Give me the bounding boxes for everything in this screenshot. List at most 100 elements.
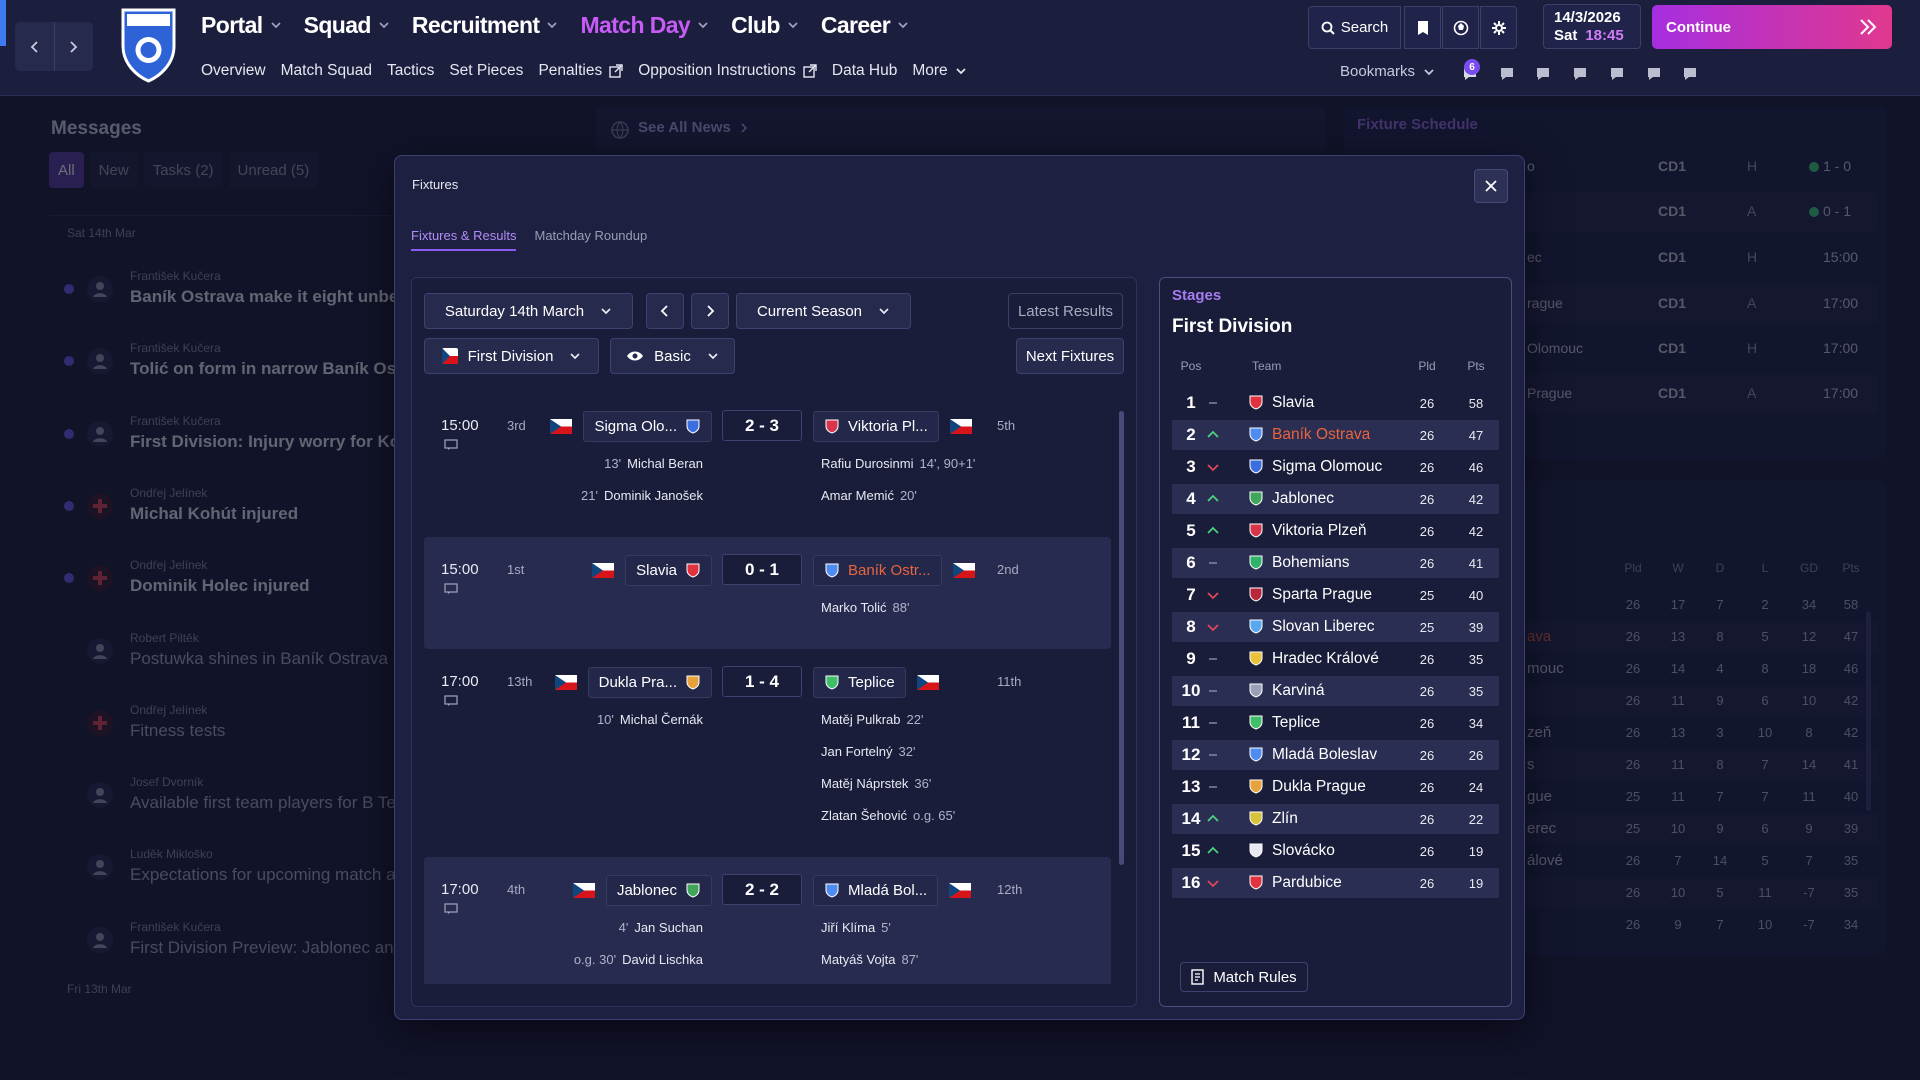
bookmark-icon[interactable] (1571, 64, 1589, 82)
table-row[interactable]: 13 Dukla Prague 26 24 (1172, 772, 1499, 802)
nav-label: Career (820, 11, 891, 38)
flag (949, 882, 972, 890)
nav-item[interactable]: Club (731, 12, 799, 39)
subnav-item[interactable]: Data Hub (832, 62, 897, 80)
subnav-item[interactable]: Penalties (538, 62, 623, 80)
subnav-item[interactable]: Set Pieces (449, 62, 523, 80)
next-button[interactable] (691, 293, 729, 329)
subnav-label: Penalties (538, 62, 603, 79)
forward-button[interactable] (53, 22, 94, 71)
top-bar: Portal Squad Recruitment Match Day Club Caree… (0, 0, 1920, 96)
close-button[interactable] (1474, 169, 1508, 203)
flag (441, 348, 450, 364)
subnav-item[interactable]: More (912, 62, 966, 80)
season-dropdown[interactable]: Current Season (736, 293, 911, 329)
team-crest (1249, 843, 1263, 858)
position: 5 (1186, 521, 1196, 540)
tab[interactable]: Matchday Roundup (534, 228, 647, 251)
view-dropdown[interactable]: Basic (610, 338, 735, 374)
date-dropdown[interactable]: Saturday 14th March (424, 293, 633, 329)
chevron (660, 305, 668, 317)
history-nav (15, 22, 93, 71)
subnav-item[interactable]: Overview (201, 62, 266, 80)
team-crest (1249, 747, 1263, 762)
team-crest (1249, 715, 1263, 730)
nav-label: Recruitment (411, 11, 540, 38)
tab[interactable]: Fixtures & Results (411, 228, 517, 251)
subnav-item[interactable]: Opposition Instructions (638, 62, 817, 80)
nav-item[interactable]: Squad (304, 12, 390, 39)
toolbar-button[interactable] (1404, 6, 1441, 49)
bookmarks[interactable]: Bookmarks (1340, 63, 1435, 80)
match-row[interactable]: 15:00 1st 2nd Slavia Baník Ostr... 0 - 1 Marko… (424, 537, 1111, 649)
table-row[interactable]: 1 Slavia 26 58 (1172, 388, 1499, 418)
bookmark-icon[interactable] (1681, 64, 1699, 82)
table-row[interactable]: 2 Baník Ostrava 26 47 (1172, 420, 1499, 450)
toolbar-button[interactable] (1480, 6, 1517, 49)
team-box: Slavia (625, 554, 712, 586)
match-rules-button[interactable]: Match Rules (1180, 962, 1308, 992)
bookmark-icon[interactable] (1534, 64, 1552, 82)
subnav-label: More (912, 62, 948, 79)
table-row[interactable]: 7 Sparta Prague 25 40 (1172, 580, 1499, 610)
team-name: Teplice (848, 673, 895, 691)
continue-button[interactable]: Continue (1652, 5, 1892, 49)
away-goal: Zlatan Šehović o.g. 65' (821, 808, 955, 823)
nav-item[interactable]: Recruitment (412, 12, 559, 39)
table-row[interactable]: 10 Karviná 26 35 (1172, 676, 1499, 706)
nav-item[interactable]: Portal (201, 12, 282, 39)
search-icon (1321, 21, 1333, 32)
bookmark-icon[interactable] (1645, 64, 1663, 82)
table-row[interactable]: 12 Mladá Boleslav 26 26 (1172, 740, 1499, 770)
flag (916, 674, 939, 682)
subnav-item[interactable]: Tactics (387, 62, 434, 80)
trend-same (1209, 786, 1217, 788)
team-name: Sigma Olo... (594, 417, 677, 435)
latest-results-button[interactable]: Latest Results (1008, 293, 1123, 329)
chevron (270, 22, 281, 29)
match-row[interactable]: 15:00 3rd 5th Sigma Olo... Viktoria Pl... 2 -… (424, 393, 1111, 537)
table-row[interactable]: 16 Pardubice 26 19 (1172, 868, 1499, 898)
team-crest (686, 419, 700, 434)
team-name: Slovan Liberec (1272, 618, 1375, 635)
nav-item[interactable]: Match Day (580, 12, 709, 39)
bookmark-icon[interactable] (1608, 64, 1626, 82)
table-row[interactable]: 15 Slovácko 26 19 (1172, 836, 1499, 866)
previous-button[interactable] (646, 293, 684, 329)
flag (550, 418, 573, 426)
team-crest (825, 419, 839, 434)
table-row[interactable]: 4 Jablonec 26 42 (1172, 484, 1499, 514)
next-fixtures-button[interactable]: Next Fixtures (1016, 338, 1124, 374)
bookmark-icon[interactable] (1498, 64, 1516, 82)
continue-label: Continue (1666, 18, 1731, 36)
trend-down (1207, 624, 1219, 632)
match-row[interactable]: 17:00 13th 11th Dukla Pra... Teplice 1 - 4 10'… (424, 649, 1111, 857)
subnav-item[interactable]: Match Squad (281, 62, 372, 80)
toolbar-button[interactable] (1442, 6, 1479, 49)
goal-minute: 20' (899, 488, 917, 503)
view-dropdown-label: Basic (654, 347, 691, 365)
competition-dropdown[interactable]: First Division (424, 338, 599, 374)
goal-scorer: David Lischka (622, 952, 703, 967)
table-row[interactable]: 11 Teplice 26 34 (1172, 708, 1499, 738)
goal-minute: o.g. 65' (913, 808, 956, 823)
table-row[interactable]: 6 Bohemians 26 41 (1172, 548, 1499, 578)
position: 10 (1181, 681, 1201, 700)
nav-item[interactable]: Career (821, 12, 909, 39)
back-button[interactable] (15, 22, 54, 71)
table-row[interactable]: 14 Zlín 26 22 (1172, 804, 1499, 834)
trend-up (1207, 814, 1219, 822)
comment-icon (444, 695, 458, 705)
table-row[interactable]: 8 Slovan Liberec 25 39 (1172, 612, 1499, 642)
away-goal: Jiří Klíma 5' (821, 920, 891, 935)
chevron (601, 308, 611, 315)
flag (952, 562, 975, 578)
table-row[interactable]: 5 Viktoria Plzeň 26 42 (1172, 516, 1499, 546)
search-button[interactable]: Search (1308, 6, 1401, 49)
table-row[interactable]: 3 Sigma Olomouc 26 46 (1172, 452, 1499, 482)
date-box[interactable]: 14/3/2026 Sat 18:45 (1543, 4, 1641, 49)
table-row[interactable]: 9 Hradec Králové 26 35 (1172, 644, 1499, 674)
match-row[interactable]: 17:00 4th 12th Jablonec Mladá Bol... 2 - 2 4' J… (424, 857, 1111, 984)
trend-down (1207, 880, 1219, 888)
played: 26 (1419, 396, 1435, 411)
